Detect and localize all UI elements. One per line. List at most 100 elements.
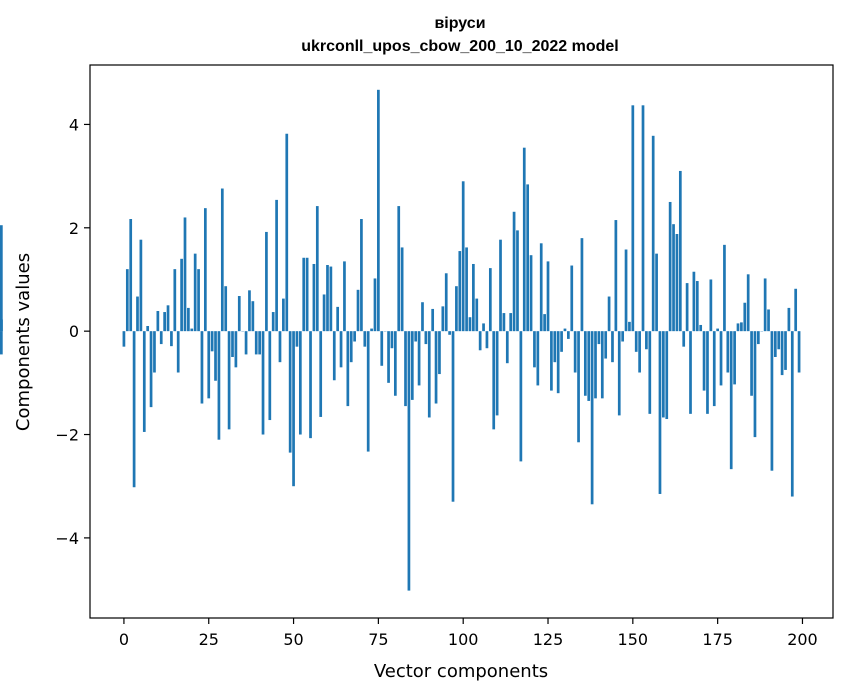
bar <box>797 331 801 373</box>
bar <box>410 331 414 400</box>
bar <box>170 331 173 347</box>
bar <box>326 265 329 332</box>
bar <box>468 317 472 332</box>
y-tick-label: −4 <box>55 529 79 548</box>
bar <box>495 331 499 416</box>
bar <box>472 263 475 332</box>
bar <box>424 331 428 345</box>
bar <box>309 331 312 439</box>
bar <box>600 331 604 399</box>
y-tick-label: 2 <box>69 219 79 238</box>
chart-title: віруси <box>434 15 485 32</box>
bar <box>672 224 675 332</box>
y-axis: −4 −2 0 2 4 <box>55 115 90 548</box>
bar <box>220 188 224 332</box>
bar <box>648 331 652 414</box>
plot-area-frame <box>89 64 834 619</box>
bar <box>153 331 156 373</box>
bar <box>692 271 696 332</box>
bar <box>142 331 146 432</box>
bar <box>536 331 540 386</box>
bar <box>0 225 3 332</box>
bar <box>699 324 703 332</box>
bar <box>750 331 753 396</box>
bar <box>132 331 136 488</box>
bar <box>580 238 584 332</box>
bar <box>360 219 363 332</box>
bar <box>210 331 214 352</box>
bar <box>414 331 418 342</box>
bar <box>441 306 445 332</box>
x-axis-label: Vector components <box>374 661 548 682</box>
bar <box>295 331 299 347</box>
bar <box>719 331 723 386</box>
bar <box>461 181 465 332</box>
bar <box>176 331 180 373</box>
bar <box>356 289 360 332</box>
bar <box>597 331 601 345</box>
bar <box>288 331 292 453</box>
bar <box>265 231 268 332</box>
bar <box>685 283 689 332</box>
bar <box>193 253 197 332</box>
bar <box>353 331 356 342</box>
bar <box>136 296 139 332</box>
bar <box>502 313 506 332</box>
bars <box>0 89 801 591</box>
bar <box>278 331 282 363</box>
bar <box>478 331 482 351</box>
bar <box>645 331 648 350</box>
bar <box>689 331 692 414</box>
bar <box>604 331 608 359</box>
bar <box>746 274 750 332</box>
bar <box>543 314 546 332</box>
bar <box>258 331 261 355</box>
bar <box>363 331 367 347</box>
bar <box>346 331 350 407</box>
bar <box>159 331 163 345</box>
bar <box>526 184 530 332</box>
bar <box>190 328 194 332</box>
bar <box>505 331 509 364</box>
bar <box>200 331 204 404</box>
bar <box>393 331 397 396</box>
bar <box>695 281 699 332</box>
bar <box>390 331 394 349</box>
x-tick-label: 175 <box>702 630 733 649</box>
bar <box>407 331 411 591</box>
bar <box>438 331 441 375</box>
bar <box>315 206 319 332</box>
y-tick-label: −2 <box>55 426 79 445</box>
bar <box>349 331 353 363</box>
x-tick-label: 50 <box>283 630 303 649</box>
bar <box>397 206 401 332</box>
bar <box>702 331 706 391</box>
bar <box>634 331 638 352</box>
x-tick-label: 0 <box>119 630 129 649</box>
bar <box>607 296 611 332</box>
bar <box>723 244 726 332</box>
bar <box>417 331 421 386</box>
bar <box>224 286 228 332</box>
bar <box>594 331 597 399</box>
bar <box>550 331 553 391</box>
bar <box>227 331 231 430</box>
bar <box>743 302 747 332</box>
bar <box>380 331 384 366</box>
bar <box>146 326 150 332</box>
bar <box>668 201 672 332</box>
bar <box>339 331 343 368</box>
bar <box>709 279 713 332</box>
bar <box>787 307 791 332</box>
bar <box>319 331 323 417</box>
bar <box>404 331 407 407</box>
bar <box>509 313 513 332</box>
bar <box>560 331 563 352</box>
bar <box>678 170 682 332</box>
bar <box>329 266 333 332</box>
bar <box>343 261 346 332</box>
bar <box>421 302 424 332</box>
bar <box>482 323 485 332</box>
bar <box>553 331 557 363</box>
